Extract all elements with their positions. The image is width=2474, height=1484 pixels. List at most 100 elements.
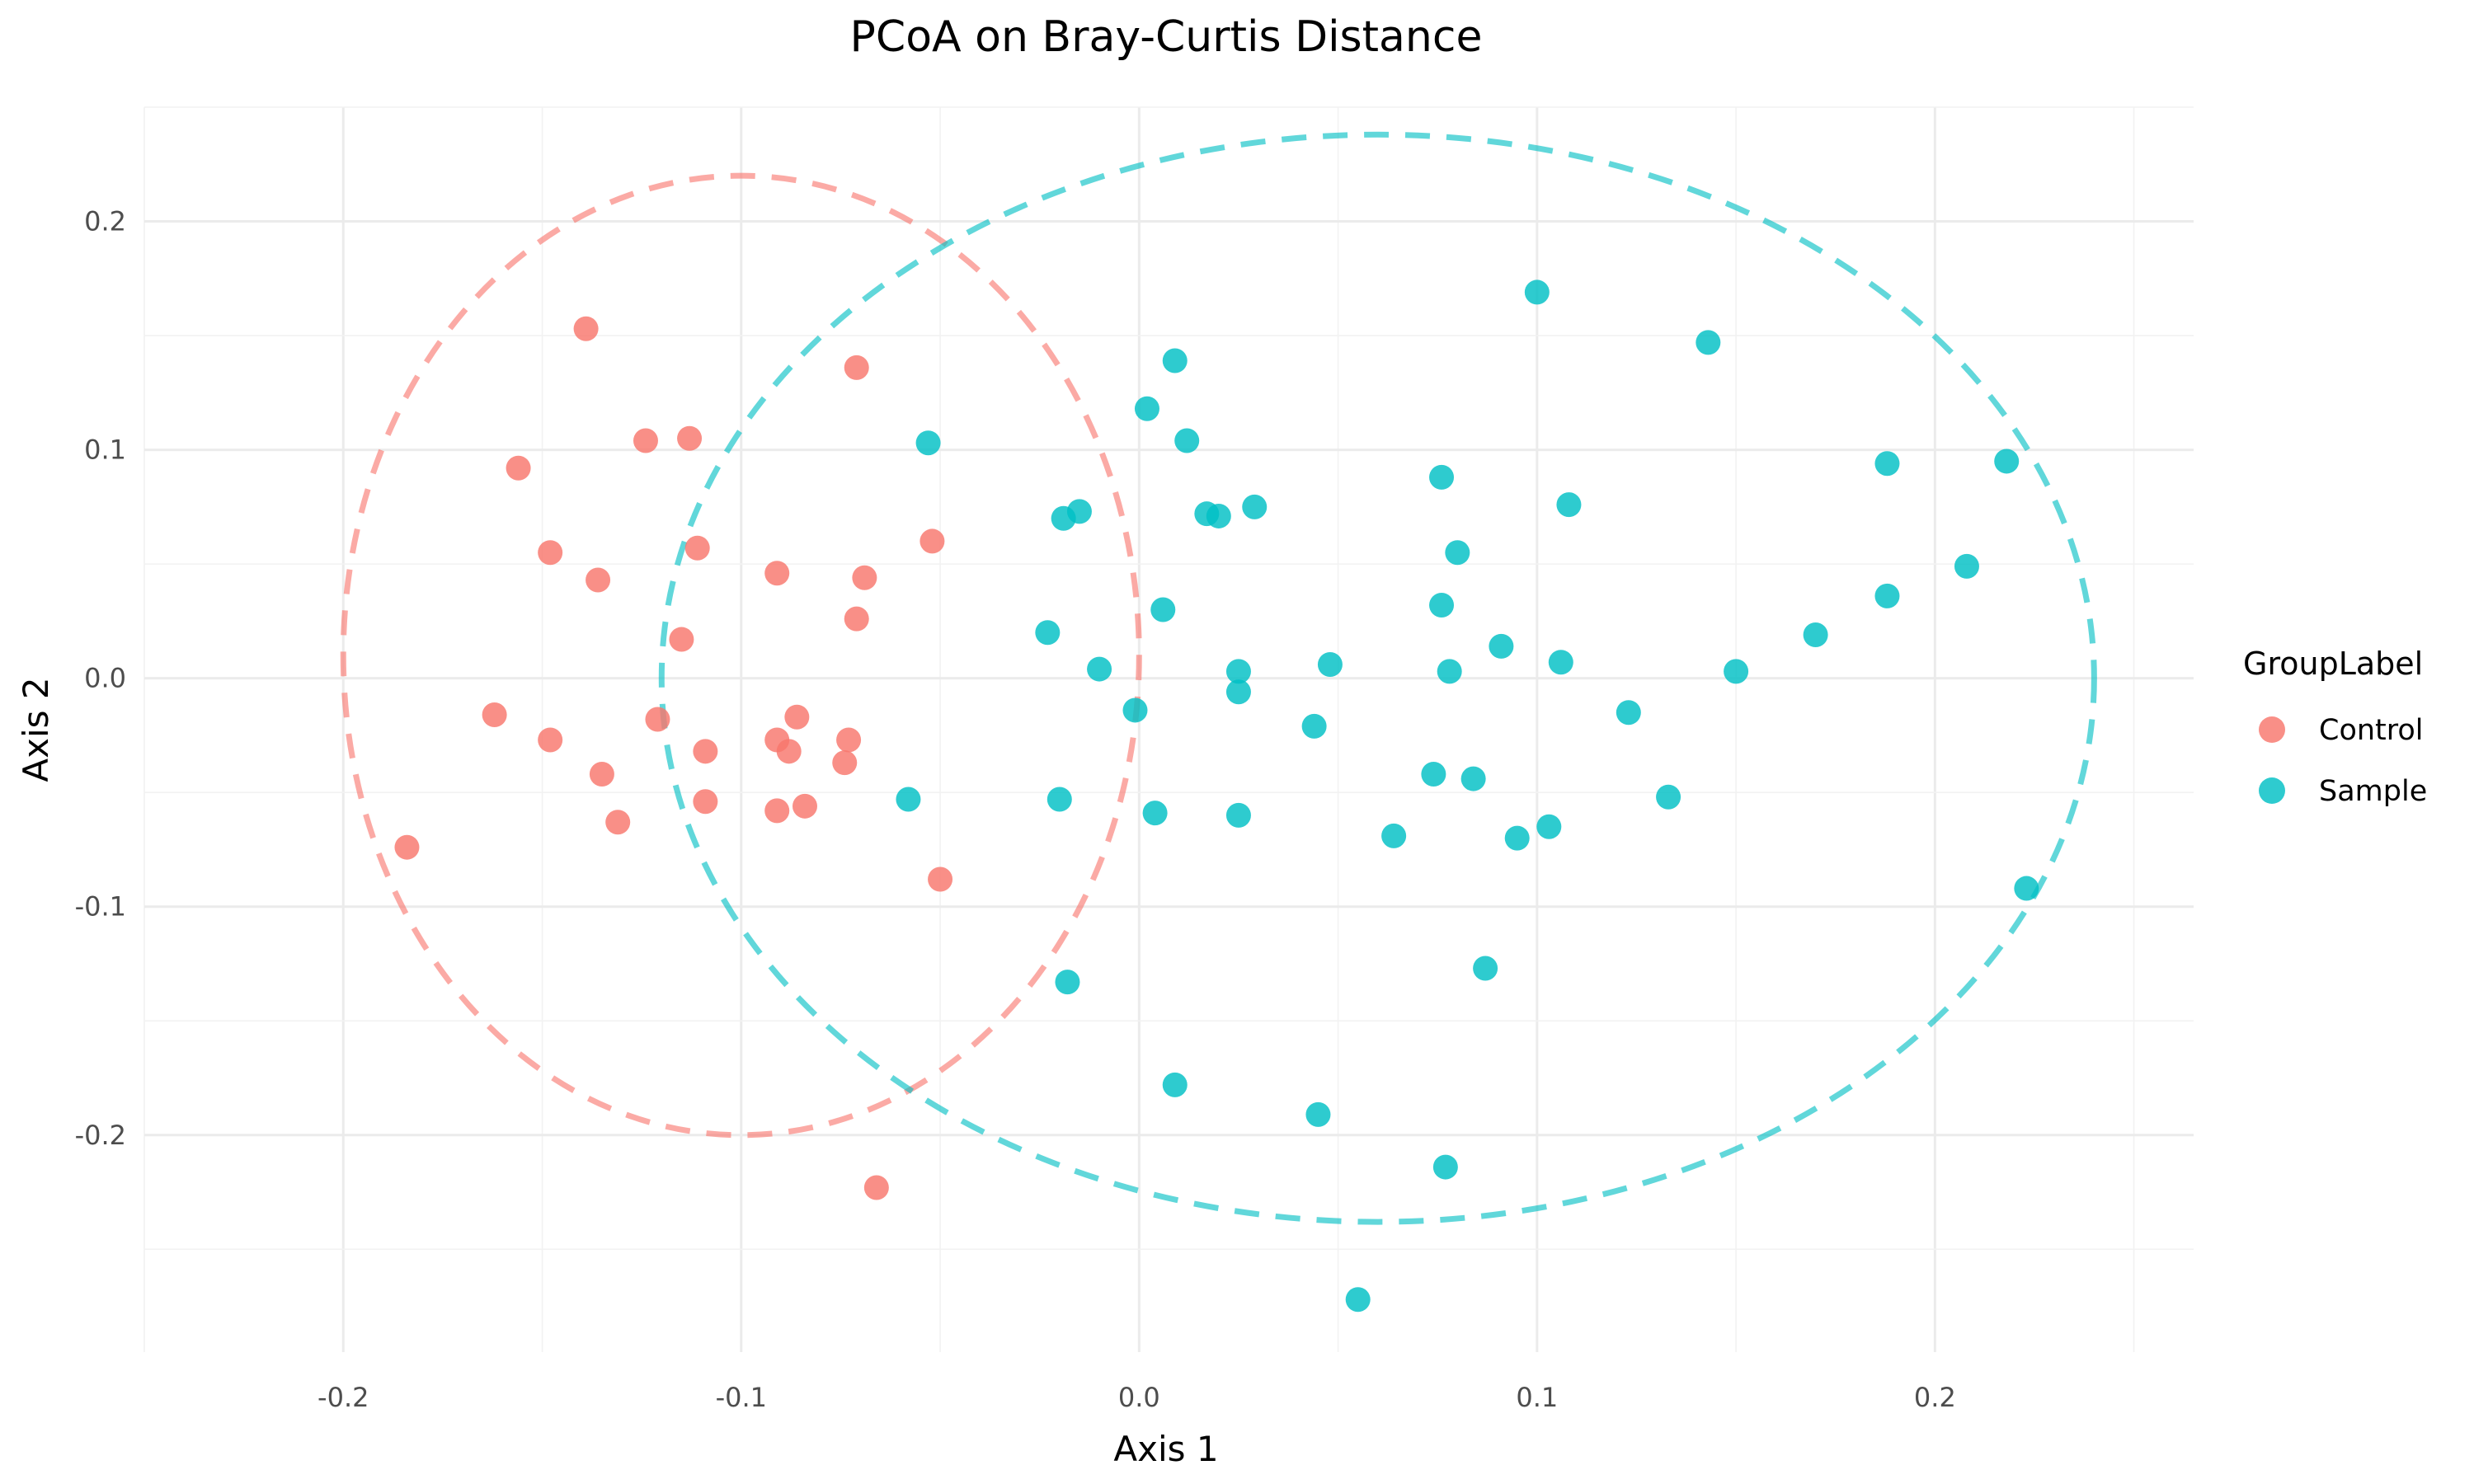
point-sample bbox=[1317, 652, 1343, 678]
x-axis-title: Axis 1 bbox=[1113, 1429, 1218, 1469]
point-sample bbox=[1134, 396, 1159, 421]
point-sample bbox=[1301, 713, 1327, 739]
point-sample bbox=[1174, 428, 1200, 453]
point-sample bbox=[1803, 622, 1828, 648]
point-control bbox=[844, 355, 869, 380]
legend-title: GroupLabel bbox=[2243, 646, 2423, 682]
point-sample bbox=[1142, 801, 1168, 826]
point-sample bbox=[1429, 593, 1455, 618]
point-control bbox=[764, 798, 790, 824]
point-sample bbox=[1051, 505, 1076, 531]
point-control bbox=[852, 565, 877, 590]
point-sample bbox=[1460, 766, 1486, 791]
y-tick-label: 0.0 bbox=[84, 663, 126, 694]
point-control bbox=[586, 567, 611, 593]
point-control bbox=[605, 810, 631, 835]
point-sample bbox=[1122, 697, 1148, 723]
point-sample bbox=[1225, 659, 1251, 684]
point-sample bbox=[1489, 633, 1514, 659]
point-control bbox=[482, 702, 507, 727]
point-control bbox=[764, 561, 790, 586]
y-axis-title: Axis 2 bbox=[16, 677, 56, 782]
point-control bbox=[863, 1175, 889, 1200]
point-sample bbox=[1305, 1101, 1331, 1127]
x-tick-label: 0.1 bbox=[1516, 1382, 1558, 1413]
point-control bbox=[836, 727, 862, 753]
x-tick-label: 0.2 bbox=[1914, 1382, 1956, 1413]
point-sample bbox=[1994, 448, 2020, 474]
legend-key-control bbox=[2259, 716, 2285, 743]
point-sample bbox=[1087, 656, 1112, 682]
point-sample bbox=[1047, 787, 1072, 812]
point-sample bbox=[1162, 348, 1188, 373]
point-sample bbox=[1536, 814, 1562, 839]
x-tick-label: 0.0 bbox=[1118, 1382, 1160, 1413]
point-sample bbox=[915, 430, 941, 456]
point-sample bbox=[2014, 876, 2039, 901]
point-control bbox=[669, 627, 694, 652]
y-tick-label: 0.1 bbox=[84, 434, 126, 466]
chart-title: PCoA on Bray-Curtis Distance bbox=[850, 12, 1483, 62]
point-sample bbox=[1437, 659, 1462, 684]
confidence-ellipses bbox=[340, 131, 2097, 1225]
point-sample bbox=[1473, 956, 1498, 981]
grid bbox=[143, 106, 2194, 1352]
point-control bbox=[844, 606, 869, 632]
point-sample bbox=[1724, 659, 1749, 684]
legend-label-control: Control bbox=[2319, 714, 2424, 747]
point-control bbox=[538, 540, 563, 566]
point-control bbox=[693, 739, 718, 764]
point-sample bbox=[1242, 494, 1268, 519]
point-control bbox=[394, 834, 420, 860]
point-sample bbox=[1548, 650, 1573, 675]
point-sample bbox=[1035, 620, 1061, 646]
point-sample bbox=[1432, 1154, 1458, 1180]
point-control bbox=[832, 750, 858, 776]
x-tick-label: -0.1 bbox=[716, 1382, 767, 1413]
y-tick-label: -0.1 bbox=[75, 891, 126, 923]
x-tick-label: -0.2 bbox=[317, 1382, 369, 1413]
point-control bbox=[645, 707, 670, 732]
point-sample bbox=[1225, 679, 1251, 705]
point-sample bbox=[1656, 784, 1681, 810]
legend-key-sample bbox=[2259, 777, 2285, 804]
legend-label-sample: Sample bbox=[2319, 775, 2427, 808]
point-sample bbox=[1150, 597, 1176, 622]
point-sample bbox=[1445, 540, 1470, 566]
point-sample bbox=[1381, 823, 1407, 848]
ellipse-control bbox=[340, 172, 1142, 1139]
point-sample bbox=[1954, 553, 1979, 579]
point-control bbox=[920, 528, 945, 554]
point-control bbox=[573, 316, 599, 341]
point-sample bbox=[1556, 492, 1582, 518]
point-control bbox=[633, 428, 658, 453]
point-sample bbox=[1055, 970, 1080, 995]
point-control bbox=[589, 762, 614, 787]
point-control bbox=[784, 704, 810, 730]
point-sample bbox=[896, 787, 921, 812]
point-sample bbox=[1206, 503, 1231, 528]
point-sample bbox=[1504, 825, 1530, 851]
legend: GroupLabel Control Sample bbox=[2243, 646, 2427, 808]
point-control bbox=[538, 727, 563, 753]
point-sample bbox=[1616, 700, 1641, 726]
point-sample bbox=[1874, 451, 1900, 477]
ellipse-sample bbox=[658, 131, 2097, 1225]
point-control bbox=[506, 455, 531, 481]
y-tick-label: 0.2 bbox=[84, 206, 126, 237]
point-sample bbox=[1696, 330, 1721, 355]
point-sample bbox=[1345, 1287, 1371, 1313]
point-control bbox=[928, 866, 953, 892]
x-tick-labels: -0.2 -0.1 0.0 0.1 0.2 bbox=[317, 1382, 1956, 1413]
point-control bbox=[776, 739, 802, 764]
point-control bbox=[792, 793, 817, 819]
point-sample bbox=[1524, 279, 1550, 305]
point-sample bbox=[1429, 464, 1455, 490]
point-control bbox=[677, 425, 703, 451]
point-sample bbox=[1421, 762, 1446, 787]
data-points bbox=[394, 279, 2039, 1313]
point-sample bbox=[1162, 1072, 1188, 1097]
y-tick-label: -0.2 bbox=[75, 1120, 126, 1151]
point-sample bbox=[1874, 583, 1900, 608]
